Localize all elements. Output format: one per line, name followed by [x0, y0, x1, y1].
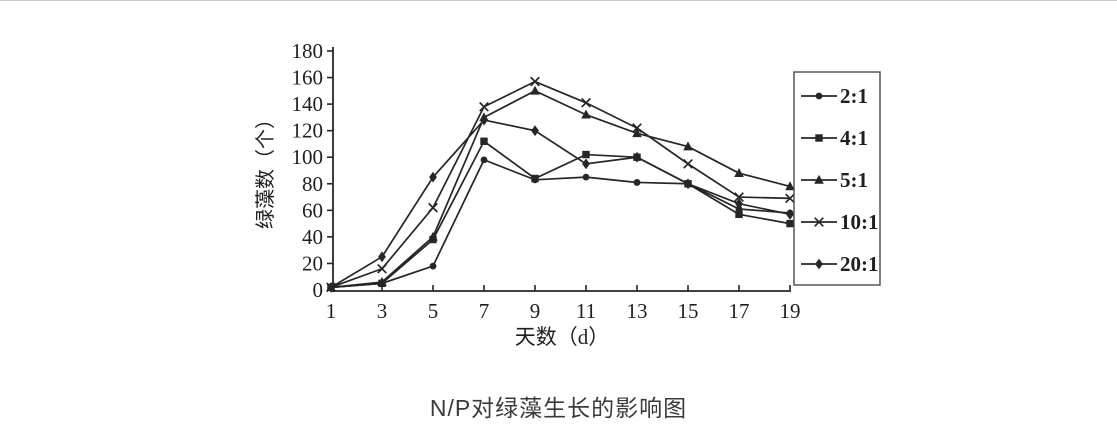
diamond-marker	[815, 258, 823, 270]
x-tick-label: 11	[576, 299, 596, 323]
square-marker	[735, 210, 743, 219]
y-tick-label: 140	[292, 92, 324, 116]
x-tick-label: 13	[627, 299, 648, 323]
x-marker	[785, 193, 795, 204]
diamond-marker	[633, 151, 641, 163]
series-line	[330, 119, 791, 289]
series-10-1	[326, 76, 795, 293]
x-marker	[581, 97, 591, 108]
series-line	[330, 80, 791, 289]
x-marker	[632, 123, 642, 133]
circle-marker	[582, 173, 590, 181]
legend: 2:1 4:1 5:1 10:1 20:1	[793, 71, 881, 286]
x-tick-label: 17	[729, 299, 750, 323]
diamond-marker	[429, 171, 437, 183]
triangle-marker	[683, 141, 693, 151]
circle-marker	[633, 179, 641, 186]
y-tick-label: 0	[313, 278, 324, 302]
diamond-marker	[786, 208, 794, 220]
diamond-marker	[582, 158, 590, 170]
diamond-marker	[735, 198, 743, 210]
legend-entry-20-1: 20:1	[801, 252, 879, 276]
y-tick-label: 120	[292, 119, 324, 143]
x-tick-label: 1	[326, 299, 337, 323]
triangle-marker	[377, 276, 387, 286]
x-tick-label: 15	[678, 299, 699, 323]
legend-entry-5-1: 5:1	[801, 168, 868, 192]
square-marker	[582, 150, 590, 159]
series-20-1	[327, 114, 794, 293]
axes	[327, 47, 791, 292]
square-marker	[786, 219, 794, 228]
x-marker	[734, 192, 744, 202]
figure-caption: N/P对绿藻生长的影响图	[429, 395, 688, 421]
legend-entry-10-1: 10:1	[801, 210, 879, 234]
legend-box	[793, 71, 881, 286]
x-tick-label: 5	[428, 299, 439, 323]
diamond-marker	[480, 114, 488, 126]
legend-label: 10:1	[840, 210, 879, 234]
diamond-marker	[327, 281, 335, 293]
legend-label: 2:1	[840, 84, 868, 108]
diamond-marker	[684, 178, 692, 190]
y-tick-label: 100	[292, 145, 324, 169]
series-line	[330, 158, 791, 289]
y-tick-label: 160	[292, 66, 324, 90]
diamond-marker	[378, 251, 386, 263]
x-tick-label: 19	[780, 299, 801, 323]
x-tick-labels: 1 3 5 7 9 11 13 15 17 19	[326, 299, 801, 323]
series-line	[330, 89, 791, 289]
series-line	[330, 140, 791, 289]
x-marker	[814, 217, 824, 227]
triangle-marker	[814, 174, 824, 184]
triangle-marker	[530, 85, 540, 95]
circle-marker	[815, 92, 823, 100]
x-tick-label: 9	[530, 299, 541, 323]
x-axis-title: 天数（d）	[515, 325, 610, 349]
triangle-marker	[632, 128, 642, 138]
x-marker	[479, 101, 489, 112]
y-tick-label: 20	[302, 251, 323, 275]
circle-marker	[480, 156, 488, 164]
circle-marker	[429, 262, 437, 270]
square-marker	[480, 137, 488, 145]
x-tick-label: 7	[479, 299, 490, 323]
algae-growth-figure: 0 20 40 60 80 100 120 140 160 180 1 3 5 7 9 11 13 15 17 19 天…	[0, 1, 1117, 366]
x-marker	[428, 202, 438, 213]
square-marker	[815, 134, 823, 142]
legend-label: 5:1	[840, 168, 868, 192]
x-marker	[683, 158, 693, 169]
legend-entry-4-1: 4:1	[801, 126, 868, 150]
triangle-marker	[785, 181, 795, 191]
legend-label: 4:1	[840, 126, 868, 150]
legend-entry-2-1: 2:1	[801, 84, 868, 108]
y-axis-title: 绿藻数（个）	[254, 109, 277, 229]
y-tick-label: 40	[302, 225, 323, 249]
triangle-marker	[581, 109, 591, 119]
y-tick-label: 60	[302, 198, 323, 222]
x-marker	[530, 76, 540, 87]
triangle-marker	[428, 231, 438, 241]
y-tick-label: 80	[302, 172, 323, 196]
x-tick-label: 3	[377, 299, 388, 323]
x-marker	[377, 263, 387, 274]
legend-label: 20:1	[840, 252, 879, 276]
diamond-marker	[531, 125, 539, 137]
triangle-marker	[734, 167, 744, 177]
square-marker	[531, 174, 539, 183]
y-tick-label: 180	[292, 39, 324, 63]
